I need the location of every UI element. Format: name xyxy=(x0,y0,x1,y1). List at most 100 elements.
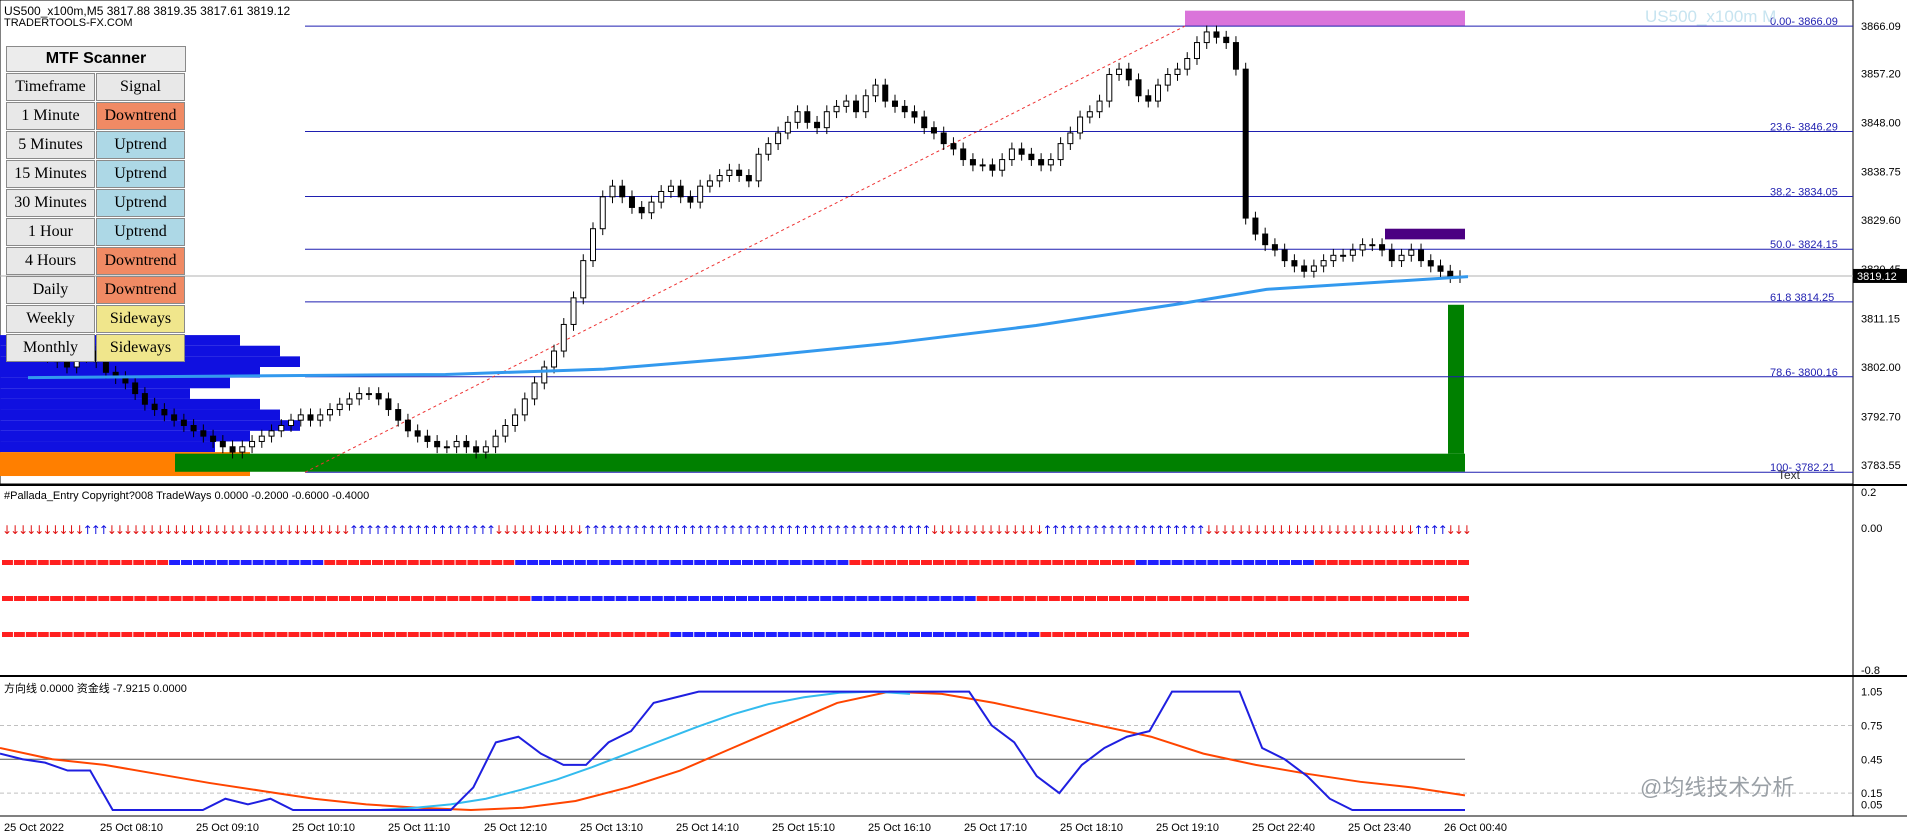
volume-profile-bar xyxy=(0,430,250,442)
up-arrow: ↑ xyxy=(454,523,464,537)
time-axis-label: 25 Oct 22:40 xyxy=(1252,822,1315,834)
down-arrow: ↓ xyxy=(502,523,512,537)
broker-label: TRADERTOOLS-FX.COM xyxy=(4,17,133,29)
down-arrow: ↓ xyxy=(2,523,12,537)
signal-dot xyxy=(61,632,73,637)
signal-dot xyxy=(586,632,598,637)
signal-dot xyxy=(411,596,423,601)
candle-body xyxy=(784,121,791,134)
signal-dot xyxy=(360,560,371,565)
down-arrow: ↓ xyxy=(994,523,1004,537)
signal-dot xyxy=(73,632,85,637)
signal-dot xyxy=(801,560,813,565)
signal-dot xyxy=(50,596,62,601)
up-arrow: ↑ xyxy=(615,523,625,537)
up-arrow: ↑ xyxy=(1180,523,1190,537)
signal-dot xyxy=(567,596,579,601)
signal-dot xyxy=(133,560,145,565)
signal-dot xyxy=(431,560,443,565)
up-arrow: ↑ xyxy=(760,523,770,537)
signal-dot xyxy=(551,632,562,637)
signal-dot xyxy=(1338,560,1350,565)
signal-dot xyxy=(1457,596,1469,601)
down-arrow: ↓ xyxy=(510,523,520,537)
signal-dot xyxy=(916,596,928,601)
up-arrow: ↑ xyxy=(1172,523,1182,537)
candle-body xyxy=(726,169,733,177)
candle-body xyxy=(395,409,402,421)
candle-body xyxy=(1174,68,1181,75)
down-arrow: ↓ xyxy=(1341,523,1351,537)
down-arrow: ↓ xyxy=(575,523,585,537)
signal-dot xyxy=(109,560,121,565)
candle-body xyxy=(872,84,879,97)
text-label: Text xyxy=(1778,468,1801,482)
up-arrow: ↑ xyxy=(728,523,738,537)
down-arrow: ↓ xyxy=(526,523,536,537)
signal-dot xyxy=(276,560,288,565)
up-arrow: ↑ xyxy=(389,523,399,537)
signal-dot xyxy=(1446,632,1458,637)
signal-dot xyxy=(230,596,242,601)
up-arrow: ↑ xyxy=(373,523,383,537)
fib-level-label: 23.6- 3846.29 xyxy=(1770,121,1838,133)
signal-dot xyxy=(145,560,157,565)
timeframe-cell: 4 Hours xyxy=(6,247,95,275)
signal-dot xyxy=(880,596,892,601)
signal-dot xyxy=(1458,632,1469,637)
signal-dot xyxy=(169,632,181,637)
signal-dot xyxy=(1100,632,1111,637)
signal-dot xyxy=(455,632,467,637)
down-arrow: ↓ xyxy=(1349,523,1359,537)
signal-dot xyxy=(169,560,181,565)
volume-profile-bar xyxy=(0,366,260,378)
timeframe-cell: 1 Hour xyxy=(6,218,95,246)
down-arrow: ↓ xyxy=(1284,523,1294,537)
signal-dot xyxy=(634,560,646,565)
price-axis-label: 3811.15 xyxy=(1861,313,1900,325)
candle-body xyxy=(687,196,694,203)
time-axis-label: 25 Oct 2022 xyxy=(4,822,64,834)
signal-dot xyxy=(49,632,61,637)
signal-dot xyxy=(1253,596,1265,601)
candle-body xyxy=(853,100,860,113)
candle-body xyxy=(697,185,704,203)
candle-body xyxy=(950,143,957,150)
signal-dot xyxy=(928,596,940,601)
signal-dot xyxy=(2,596,14,601)
signal-dot xyxy=(1205,596,1217,601)
signal-cell: Sideways xyxy=(96,305,185,333)
candle-body xyxy=(1028,153,1035,161)
signal-dot xyxy=(435,596,447,601)
up-arrow: ↑ xyxy=(639,523,649,537)
candle-body xyxy=(1067,132,1074,145)
signal-dot xyxy=(1088,632,1100,637)
candle-body xyxy=(171,414,178,421)
candle-body xyxy=(219,440,226,448)
signal-dot xyxy=(1337,596,1349,601)
candle-body xyxy=(570,297,577,325)
down-arrow: ↓ xyxy=(341,523,351,537)
signal-dot xyxy=(515,560,527,565)
volume-profile-bar xyxy=(0,377,230,389)
signal-dot xyxy=(531,596,543,601)
candle-body xyxy=(482,446,489,453)
signal-dot xyxy=(651,596,663,601)
signal-dot xyxy=(242,596,254,601)
candle-body xyxy=(473,446,480,453)
down-arrow: ↓ xyxy=(147,523,157,537)
up-arrow: ↑ xyxy=(1188,523,1198,537)
candle-body xyxy=(1291,260,1298,267)
signal-dot xyxy=(1434,632,1446,637)
candle-body xyxy=(63,361,70,368)
candle-body xyxy=(434,440,441,448)
zone-rect-green xyxy=(175,453,1465,472)
up-arrow: ↑ xyxy=(1083,523,1093,537)
candle-body xyxy=(1223,36,1230,44)
signal-dot xyxy=(491,632,503,637)
signal-dot xyxy=(1349,596,1361,601)
price-axis-label: 3802.00 xyxy=(1861,362,1901,374)
fib-level-label: 78.6- 3800.16 xyxy=(1770,367,1838,379)
signal-dot xyxy=(706,560,718,565)
